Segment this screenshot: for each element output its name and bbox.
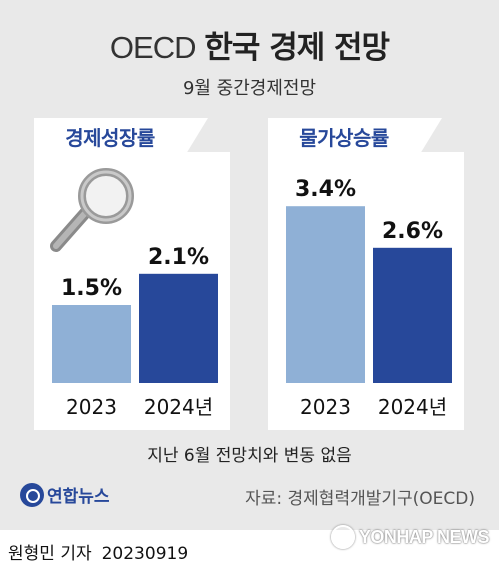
bar-inflation-1 [373, 247, 452, 383]
growth-panel-title: 경제성장률 [34, 118, 208, 154]
footnote: 지난 6월 전망치와 변동 없음 [147, 446, 352, 466]
title-en: OECD [109, 30, 197, 65]
value-label: 2.1% [148, 245, 209, 270]
bar-charts: 1.5% 2023 2.1% 2024년 3.4% 2023 2.6% 2024년 [50, 168, 452, 419]
watermark-icon [330, 525, 355, 549]
author: 원형민 기자 [8, 544, 92, 564]
category-label: 2023 [66, 395, 117, 419]
logo-text: 연합뉴스 [47, 487, 110, 507]
yonhap-logo: 연합뉴스 [20, 482, 110, 507]
date: 20230919 [101, 544, 189, 564]
page-title: OECD 한국 경제 전망 [0, 22, 499, 67]
category-label: 2024년 [144, 395, 213, 419]
value-label: 3.4% [295, 177, 356, 202]
source-text: 자료: 경제협력개발기구(OECD) [245, 489, 475, 509]
yonhap-logo-icon [20, 482, 44, 507]
title-ko: 한국 경제 전망 [204, 30, 390, 66]
bar-growth-1 [139, 273, 218, 383]
inflation-panel-title: 물가상승률 [268, 118, 442, 154]
watermark-text: YONHAP NEWS [358, 526, 490, 547]
byline: 원형민 기자 20230919 [8, 539, 188, 564]
value-label: 1.5% [61, 276, 122, 301]
category-label: 2024년 [378, 395, 447, 419]
value-label: 2.6% [382, 219, 443, 244]
magnifier-icon [50, 168, 134, 252]
category-label: 2023 [300, 395, 351, 419]
infographic-canvas: OECD 한국 경제 전망 9월 중간경제전망 경제성장률 물가상승률 1.5%… [0, 0, 499, 530]
bar-inflation-0 [286, 206, 365, 383]
page-subtitle: 9월 중간경제전망 [182, 78, 317, 99]
watermark: YONHAP NEWS [330, 525, 490, 549]
bar-growth-0 [52, 305, 131, 383]
